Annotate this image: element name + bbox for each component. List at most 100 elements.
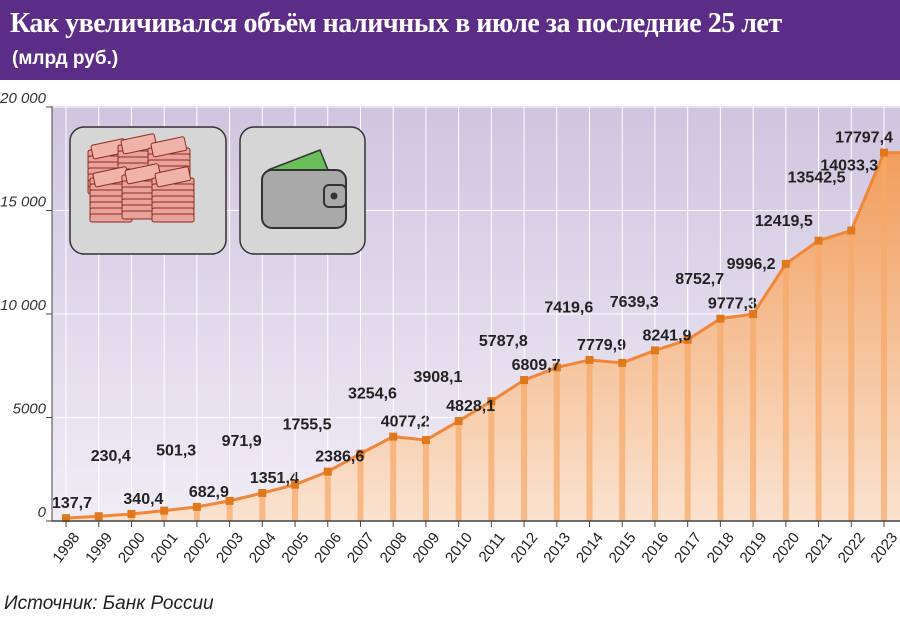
y-tick-label: 0 [38, 504, 47, 521]
point-2004 [258, 489, 267, 498]
x-tick-label: 2011 [475, 529, 508, 565]
bar-2015 [619, 362, 626, 521]
data-label-2019: 9996,2 [727, 256, 776, 273]
point-1999 [94, 512, 103, 521]
x-tick-label: 2000 [115, 529, 149, 566]
x-tick-label: 2012 [507, 529, 541, 566]
x-tick-label: 2004 [246, 529, 280, 566]
data-label-2003: 971,9 [222, 433, 262, 450]
x-tick-label: 1999 [82, 529, 116, 566]
x-tick-label: 2006 [311, 529, 345, 566]
data-label-2002: 682,9 [189, 484, 229, 501]
data-label-2006: 2386,6 [315, 449, 364, 466]
x-tick-label: 2016 [638, 529, 672, 566]
data-label-2009: 3908,1 [413, 369, 462, 386]
x-tick-label: 2022 [835, 529, 869, 566]
y-tick-label: 5000 [13, 401, 47, 418]
drop-bars [63, 152, 887, 522]
y-tick-label: 10 000 [0, 297, 47, 314]
bar-2019 [750, 314, 757, 521]
data-label-2021: 13542,5 [788, 170, 846, 187]
data-labels: 137,7 230,4 340,4 501,3 682,9 971,9 1351,4 1755… [52, 130, 893, 513]
x-tick-label: 2010 [442, 529, 476, 566]
data-label-2005: 1755,5 [283, 417, 332, 434]
data-label-2014: 7779,9 [577, 337, 626, 354]
point-1998 [62, 514, 70, 523]
point-2011 [487, 397, 496, 406]
data-label-2017: 8752,7 [675, 271, 724, 288]
x-tick-label: 2002 [180, 529, 214, 566]
x-tick-label: 1998 [49, 529, 83, 566]
bar-2009 [422, 440, 429, 521]
chart-title: Как увеличивался объём наличных в июле з… [10, 8, 782, 39]
point-2019 [749, 310, 758, 319]
chart: 0 5000 10 000 15 000 20 000 1998199920002001… [0, 90, 900, 566]
point-2014 [585, 355, 594, 364]
source-note: Источник: Банк России [4, 593, 214, 614]
point-2018 [716, 314, 725, 323]
point-2007 [356, 449, 365, 458]
point-2010 [454, 417, 463, 426]
bar-2003 [226, 500, 233, 521]
x-tick-label: 2009 [409, 529, 443, 566]
data-label-2016: 8241,9 [642, 327, 691, 344]
data-label-2001: 501,3 [156, 443, 196, 460]
bar-2020 [782, 263, 789, 521]
point-2023 [880, 148, 888, 157]
x-tick-label: 2008 [377, 529, 411, 566]
point-2002 [192, 502, 201, 511]
point-2022 [847, 226, 856, 235]
header-banner: Как увеличивался объём наличных в июле з… [0, 0, 900, 80]
wallet-icon [239, 126, 366, 255]
bar-2008 [390, 436, 397, 521]
data-label-2010: 4828,1 [446, 398, 495, 415]
data-label-2007: 3254,6 [348, 386, 397, 403]
x-tick-label: 2003 [213, 529, 247, 566]
data-label-1998: 137,7 [52, 495, 92, 512]
data-label-2018: 9777,3 [708, 296, 757, 313]
point-2005 [291, 480, 300, 489]
x-tick-label: 2015 [606, 529, 640, 566]
x-axis: 1998199920002001200220032004200520062007… [49, 520, 900, 566]
bar-2018 [717, 318, 724, 521]
bar-2016 [651, 350, 658, 521]
bar-2007 [357, 453, 364, 521]
data-label-2022: 14033,3 [820, 158, 878, 175]
bar-2021 [815, 240, 822, 521]
bar-2010 [455, 421, 462, 521]
x-tick-label: 2013 [540, 529, 574, 566]
x-tick-label: 2019 [737, 529, 771, 566]
bar-2006 [324, 471, 331, 521]
data-label-2011: 5787,8 [479, 333, 528, 350]
bar-2001 [161, 510, 168, 521]
bar-2012 [521, 380, 528, 521]
point-2016 [650, 346, 659, 355]
point-2009 [421, 436, 430, 445]
bar-2005 [292, 484, 299, 521]
data-label-2020: 12419,5 [755, 213, 813, 230]
y-tick-label: 20 000 [0, 90, 47, 107]
data-label-2004: 1351,4 [250, 470, 299, 487]
area-fill [66, 152, 900, 522]
bar-2014 [586, 359, 593, 521]
x-tick-label: 2007 [344, 529, 378, 566]
chart-subtitle: (млрд руб.) [12, 48, 119, 69]
data-label-1999: 230,4 [91, 448, 131, 465]
x-tick-label: 2017 [671, 529, 705, 566]
x-tick-label: 2020 [769, 529, 803, 566]
bar-2004 [259, 493, 266, 521]
bar-2017 [684, 339, 691, 521]
bar-2011 [488, 401, 495, 521]
point-2021 [814, 236, 823, 245]
y-axis: 0 5000 10 000 15 000 20 000 [0, 90, 53, 522]
x-tick-label: 2014 [573, 529, 607, 566]
x-tick-label: 2023 [867, 529, 900, 566]
x-tick-label: 2001 [148, 529, 182, 566]
point-2008 [389, 432, 398, 441]
point-2001 [160, 506, 169, 515]
y-tick-label: 15 000 [0, 194, 47, 211]
markers [62, 148, 888, 523]
data-label-2008: 4077,2 [381, 414, 430, 431]
bar-2013 [553, 367, 560, 521]
point-2000 [127, 509, 136, 518]
